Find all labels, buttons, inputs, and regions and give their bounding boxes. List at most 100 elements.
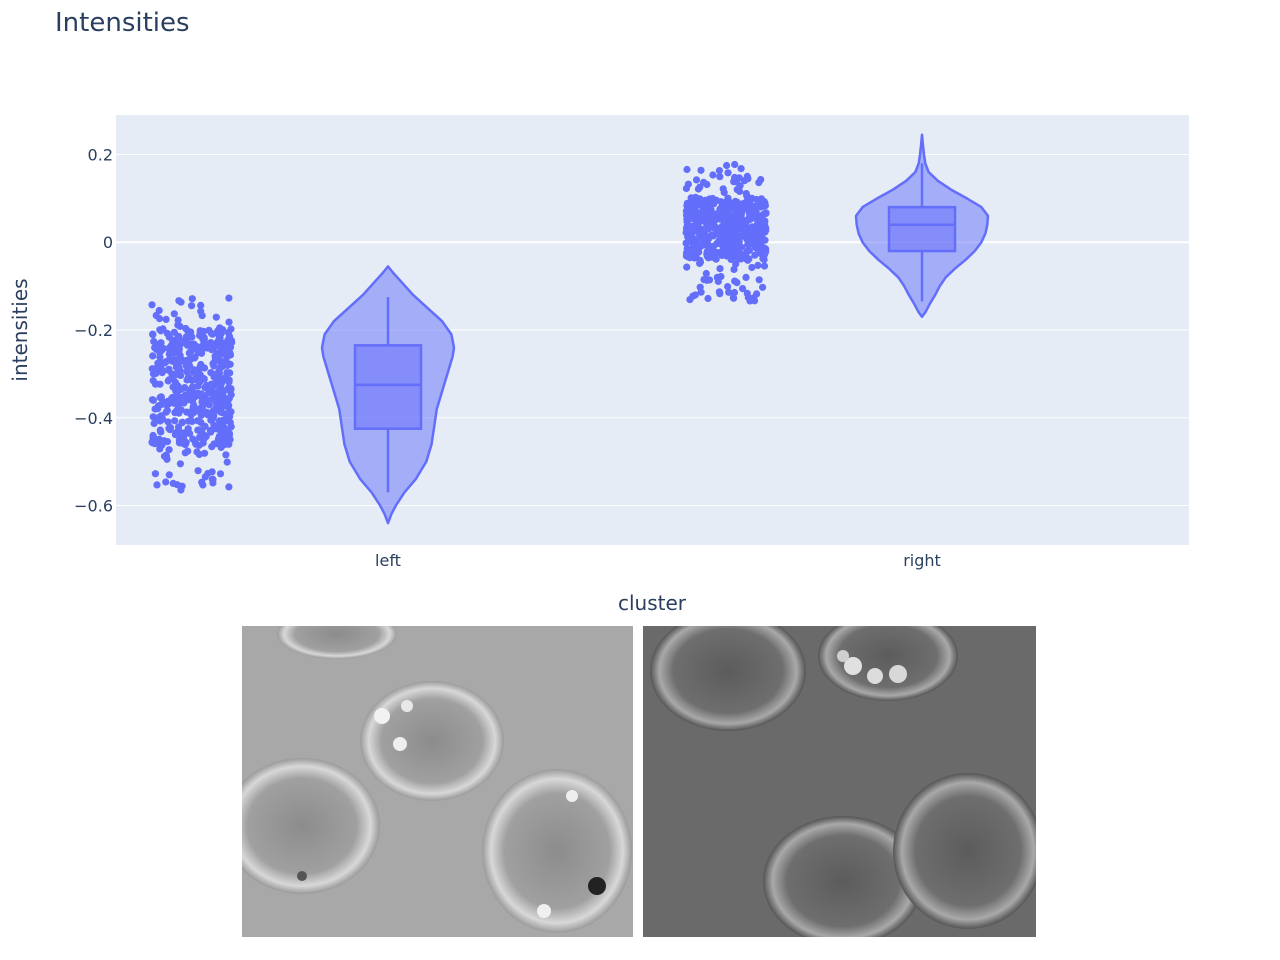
- data-point: [210, 440, 218, 448]
- data-point: [171, 341, 180, 349]
- data-point: [225, 332, 234, 340]
- data-point: [211, 407, 219, 415]
- data-point: [752, 244, 760, 252]
- data-point: [683, 263, 691, 271]
- data-point: [177, 486, 185, 494]
- data-point: [696, 201, 705, 209]
- data-point: [735, 238, 743, 246]
- data-point: [715, 167, 724, 175]
- data-point: [724, 169, 732, 177]
- data-point: [216, 425, 224, 433]
- data-point: [205, 326, 213, 334]
- violin-chart: 0.2 0 −0.2 −0.4 −0.6 left right cluster inten…: [8, 115, 1189, 615]
- data-point: [225, 318, 233, 326]
- data-point: [739, 200, 747, 208]
- data-point: [149, 431, 157, 440]
- data-point: [751, 210, 759, 218]
- data-point: [723, 223, 731, 231]
- data-point: [187, 408, 195, 416]
- violin-group-right: [682, 133, 990, 319]
- data-point: [732, 178, 741, 186]
- data-point: [209, 479, 217, 487]
- data-point: [199, 335, 207, 343]
- data-point: [225, 413, 233, 421]
- data-point: [206, 426, 214, 435]
- data-point: [223, 351, 231, 359]
- violin-group-left: [148, 265, 456, 525]
- data-point: [713, 248, 721, 257]
- data-point: [201, 422, 209, 430]
- data-point: [225, 431, 233, 439]
- data-point: [223, 386, 231, 394]
- data-point: [215, 352, 223, 360]
- x-tick-labels: left right: [375, 551, 941, 570]
- data-point: [199, 402, 207, 410]
- data-point: [225, 294, 233, 302]
- data-point: [683, 165, 691, 174]
- data-point: [218, 433, 226, 441]
- data-point: [733, 208, 741, 217]
- data-point: [164, 418, 172, 426]
- data-point: [724, 194, 732, 202]
- data-point: [709, 171, 717, 179]
- data-point: [700, 178, 708, 186]
- data-point: [193, 448, 201, 456]
- y-tick-label: −0.4: [74, 409, 113, 428]
- data-point: [227, 423, 235, 431]
- data-point: [190, 401, 198, 409]
- data-point: [198, 363, 206, 371]
- data-point: [219, 416, 227, 424]
- data-point: [178, 430, 186, 438]
- data-point: [165, 376, 173, 384]
- data-point: [188, 302, 196, 310]
- data-point: [745, 241, 753, 249]
- y-tick-label: −0.2: [74, 321, 113, 340]
- data-point: [733, 279, 741, 287]
- data-point: [210, 362, 218, 370]
- data-point: [160, 452, 169, 460]
- y-tick-label: −0.6: [74, 497, 113, 516]
- data-point: [218, 403, 226, 411]
- data-point: [700, 229, 708, 237]
- data-point: [170, 310, 178, 318]
- data-point: [158, 441, 166, 449]
- data-point: [759, 198, 768, 206]
- micrograph-right-image: [643, 626, 1036, 937]
- data-point: [159, 325, 167, 333]
- data-point: [683, 202, 691, 210]
- data-point: [758, 217, 767, 225]
- data-point: [150, 419, 158, 428]
- data-point: [149, 352, 157, 360]
- y-tick-label: 0: [103, 233, 113, 252]
- data-point: [197, 307, 205, 315]
- data-point: [759, 283, 767, 291]
- data-point: [165, 446, 173, 454]
- jitter-points-right: [682, 160, 770, 305]
- data-point: [718, 237, 726, 245]
- data-point: [733, 199, 741, 207]
- data-point: [189, 435, 197, 443]
- data-point: [754, 261, 762, 269]
- data-point: [181, 394, 189, 402]
- data-point: [162, 478, 170, 486]
- box-iqr: [887, 205, 957, 253]
- data-point: [218, 326, 226, 334]
- data-point: [191, 354, 199, 362]
- data-point: [174, 316, 182, 324]
- data-point: [198, 346, 206, 354]
- data-point: [727, 255, 735, 264]
- jitter-points-left: [148, 294, 236, 494]
- data-point: [682, 211, 691, 219]
- data-point: [211, 371, 219, 379]
- data-point: [190, 388, 198, 397]
- data-point: [174, 365, 182, 373]
- data-point: [696, 283, 704, 291]
- data-point: [184, 327, 192, 335]
- data-point: [219, 440, 227, 448]
- data-point: [200, 434, 208, 442]
- data-point: [149, 413, 157, 421]
- data-point: [697, 166, 705, 174]
- data-point: [158, 369, 166, 377]
- data-point: [157, 394, 165, 402]
- data-point: [196, 327, 204, 335]
